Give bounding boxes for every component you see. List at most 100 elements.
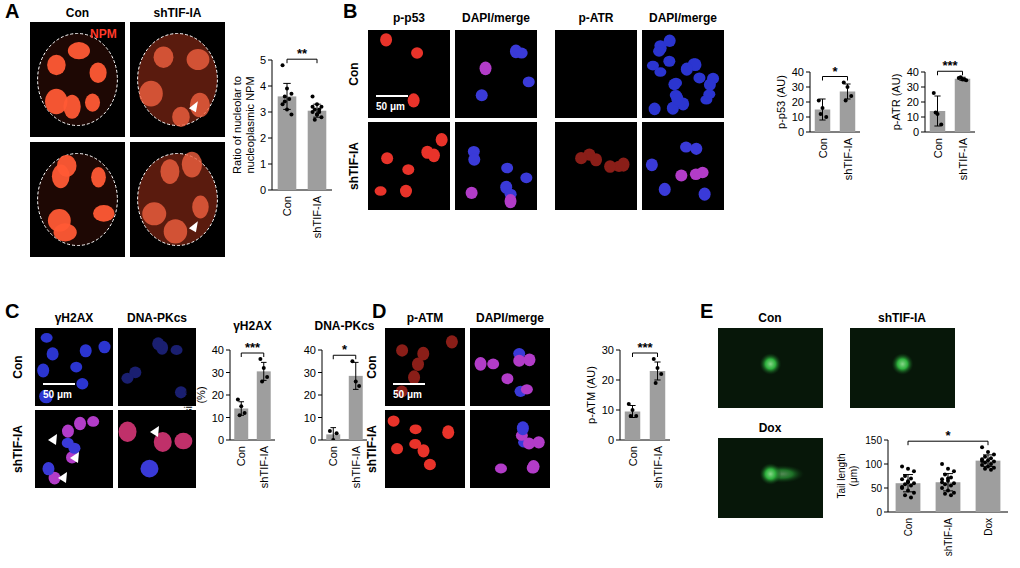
point — [357, 384, 361, 388]
comet-wash — [718, 438, 823, 518]
point — [824, 115, 828, 119]
point — [992, 452, 996, 456]
figure: AConshTIF-IANPMBp-p53DAPI/mergep-ATRDAPI… — [0, 0, 1020, 568]
micrograph-bg — [850, 328, 955, 408]
cell — [680, 142, 692, 153]
point — [943, 492, 947, 496]
point — [652, 357, 656, 361]
bar — [625, 412, 641, 441]
y-axis-label-line: p-ATR (AU) — [890, 74, 902, 131]
point — [311, 105, 315, 109]
point — [659, 372, 663, 376]
cell — [501, 373, 513, 384]
point — [940, 480, 944, 484]
y-tick — [268, 190, 272, 191]
micrograph-bg — [35, 328, 113, 406]
y-tick — [226, 372, 230, 373]
micrograph-bg — [555, 30, 637, 118]
y-tick — [226, 440, 230, 441]
cell — [480, 61, 492, 75]
nucleolus — [57, 155, 77, 177]
y-tick — [884, 488, 888, 489]
nucleolus — [192, 196, 209, 219]
arrowhead — [189, 221, 198, 232]
point — [313, 118, 317, 122]
y-tick-label: 3 — [260, 106, 266, 118]
y-tick-label: 20 — [212, 389, 224, 401]
point — [236, 398, 240, 402]
point — [260, 380, 264, 384]
y-tick-label: 0 — [218, 434, 224, 446]
nucleolus — [85, 93, 100, 111]
y-tick-label: 30 — [304, 367, 316, 379]
row-label: Con — [347, 62, 361, 85]
micrograph — [385, 328, 465, 406]
y-tick — [268, 164, 272, 165]
micrograph — [470, 328, 550, 406]
x-tick-label: shTIF-IA — [311, 195, 323, 238]
y-tick — [921, 117, 925, 118]
micrograph-bg — [455, 122, 537, 210]
nucleolus — [90, 62, 107, 82]
point — [262, 366, 266, 370]
nucleolus — [160, 159, 179, 184]
micrograph — [718, 328, 823, 408]
cell — [513, 355, 525, 367]
cell — [442, 425, 454, 439]
point — [629, 414, 633, 418]
point — [331, 438, 335, 440]
x-tick-label: Con — [817, 138, 829, 158]
comet-image-bg — [718, 328, 823, 408]
micrograph-bg — [130, 22, 225, 137]
arrowhead — [189, 101, 198, 112]
y-tick-label: 0 — [260, 184, 266, 196]
nucleolus — [45, 89, 67, 115]
cell — [408, 370, 420, 384]
cell — [98, 341, 110, 354]
point — [912, 491, 916, 495]
chart: 050100150ConshTIF-IADoxTail length(μm)* — [836, 428, 1009, 556]
point — [842, 81, 846, 85]
point — [238, 413, 242, 417]
cell — [476, 89, 488, 101]
y-tick-label: 20 — [602, 374, 614, 386]
nucleolus — [142, 202, 166, 225]
y-tick — [884, 440, 888, 441]
micrograph-bg — [455, 30, 537, 118]
error-cap — [238, 401, 244, 402]
y-tick — [616, 440, 620, 441]
micrograph-bg — [642, 30, 724, 118]
error-cap — [934, 96, 940, 97]
nucleus — [38, 154, 118, 246]
y-tick-label: 50 — [871, 483, 883, 494]
y-tick — [806, 87, 810, 88]
cell — [68, 443, 80, 454]
x-tick-label: Dox — [983, 518, 994, 536]
cell — [70, 362, 82, 373]
x-tick-label: shTIF-IA — [350, 445, 362, 488]
y-tick-label: 0 — [608, 434, 614, 446]
cell — [140, 460, 158, 478]
nucleolus — [154, 46, 174, 67]
cell — [703, 89, 715, 99]
point — [903, 482, 907, 486]
cell — [604, 160, 616, 173]
point — [283, 100, 287, 104]
point — [900, 485, 904, 489]
cell — [664, 35, 676, 47]
marks — [815, 81, 856, 133]
point — [265, 375, 269, 379]
point — [940, 462, 944, 466]
point — [962, 78, 966, 82]
y-tick — [806, 72, 810, 73]
point — [315, 113, 319, 117]
y-tick — [884, 464, 888, 465]
cell — [521, 384, 533, 394]
x-tick-label: shTIF-IA — [842, 137, 854, 180]
point — [946, 467, 950, 471]
x-tick-label: Con — [281, 196, 293, 216]
cell — [466, 187, 478, 199]
column-label: Dox — [759, 421, 782, 435]
micrograph — [30, 22, 125, 137]
y-tick-label: 0 — [913, 126, 919, 138]
